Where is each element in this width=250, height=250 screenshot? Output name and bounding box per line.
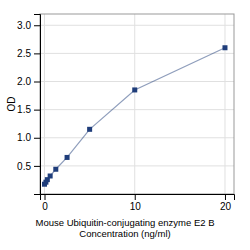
x-tick-mark	[45, 194, 46, 200]
y-axis: 0.5 1.0 1.5 2.0 2.5 3.0	[17, 15, 40, 195]
y-tick-label: 3.0	[17, 20, 31, 31]
marks	[42, 45, 227, 186]
y-tick-mark	[34, 138, 40, 139]
x-tick: 20	[220, 194, 232, 212]
y-tick-mark	[34, 166, 40, 167]
x-axis-title-line: Mouse Ubiquitin-conjugating enzyme E2 B	[35, 217, 214, 228]
x-tick-mark	[135, 194, 136, 200]
point	[222, 45, 227, 50]
grid-line-y	[40, 25, 234, 26]
plot: 0 10 20 0.5 1.0 1.5 2.0 2.5 3.0	[17, 14, 234, 212]
grid-line-x	[44, 14, 45, 194]
series-line	[45, 48, 225, 184]
grid-line-y	[40, 81, 234, 82]
y-tick-label: 2.5	[17, 48, 31, 59]
point	[53, 167, 58, 172]
y-tick-mark	[34, 82, 40, 83]
y-tick-mark	[34, 110, 40, 111]
y-tick: 3.0	[17, 20, 40, 31]
grid-line-y	[40, 137, 234, 138]
point	[132, 87, 137, 92]
grid	[40, 14, 234, 194]
x-tick-label: 0	[42, 201, 48, 212]
x-axis-title-line: Concentration (ng/ml)	[79, 228, 170, 239]
grid-line-y	[40, 53, 234, 54]
x-tick-mark	[225, 194, 226, 200]
x-tick: 10	[130, 194, 142, 212]
y-tick: 1.5	[17, 104, 40, 115]
x-axis: 0 10 20	[41, 194, 235, 212]
x-tick: 0	[42, 194, 48, 212]
y-tick-label: 1.5	[17, 104, 31, 115]
x-tick-label: 20	[220, 201, 232, 212]
y-tick-label: 2.0	[17, 76, 31, 87]
y-tick-mark	[34, 25, 40, 26]
y-tick: 1.0	[17, 132, 40, 143]
y-tick: 2.5	[17, 48, 40, 59]
y-tick: 2.0	[17, 76, 40, 87]
y-tick-mark	[34, 53, 40, 54]
grid-line-x	[224, 14, 225, 194]
point	[65, 155, 70, 160]
grid-line-y	[40, 109, 234, 110]
chart: 0 10 20 0.5 1.0 1.5 2.0 2.5 3.0 Mouse Ubiquitin-c…	[0, 0, 250, 250]
y-axis-title: OD	[6, 97, 17, 112]
y-axis-line	[34, 15, 41, 195]
x-tick-label: 10	[130, 201, 142, 212]
x-axis-line	[41, 195, 235, 201]
y-tick-label: 0.5	[17, 161, 31, 172]
x-axis-title: Mouse Ubiquitin-conjugating enzyme E2 BC…	[35, 217, 214, 239]
y-tick-label: 1.0	[17, 132, 31, 143]
grid-line-x	[134, 14, 135, 194]
point	[48, 174, 53, 179]
grid-line-y	[40, 165, 234, 166]
y-tick: 0.5	[17, 161, 40, 172]
plot-frame	[40, 14, 234, 194]
point	[87, 127, 92, 132]
